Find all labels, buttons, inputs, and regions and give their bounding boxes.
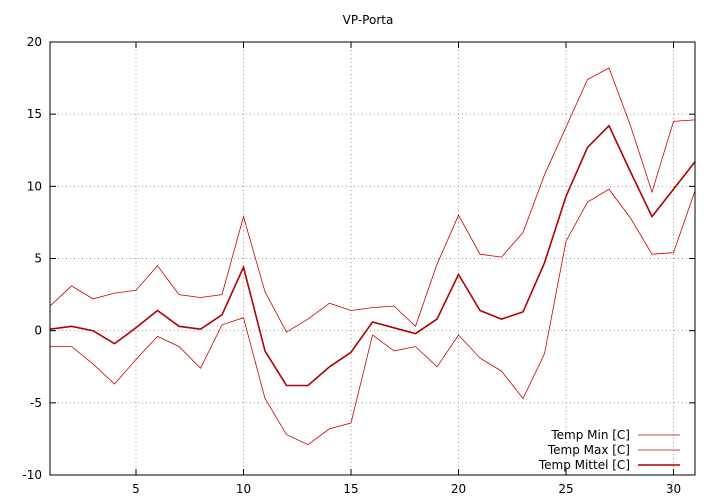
x-tick-label: 20	[451, 482, 466, 496]
series-line-1	[50, 188, 696, 446]
axis-ticks: -10 -5 0 5 10 15 20 5 10 15 20 25 30	[22, 35, 695, 496]
series-line-2	[49, 67, 696, 333]
x-tick-label: 10	[236, 482, 251, 496]
plot-frame	[49, 41, 696, 476]
legend-label: Temp Max [C]	[547, 443, 630, 457]
y-tick-label: 20	[27, 35, 42, 49]
series-line-3	[49, 124, 696, 387]
y-tick-label: -5	[30, 396, 42, 410]
legend-label: Temp Mittel [C]	[538, 458, 630, 472]
x-tick-label: 15	[343, 482, 358, 496]
chart-title: VP-Porta	[343, 13, 394, 27]
y-tick-label: -10	[22, 468, 42, 482]
y-tick-label: 0	[34, 324, 42, 338]
y-tick-label: 10	[27, 179, 42, 193]
y-tick-label: 15	[27, 107, 42, 121]
series-lines	[49, 67, 696, 446]
x-tick-label: 5	[132, 482, 140, 496]
grid-lines	[50, 42, 695, 475]
y-tick-label: 5	[34, 252, 42, 266]
legend: Temp Min [C]Temp Max [C]Temp Mittel [C]	[538, 428, 680, 472]
x-tick-label: 30	[666, 482, 681, 496]
legend-label: Temp Min [C]	[550, 428, 630, 442]
x-tick-label: 25	[558, 482, 573, 496]
